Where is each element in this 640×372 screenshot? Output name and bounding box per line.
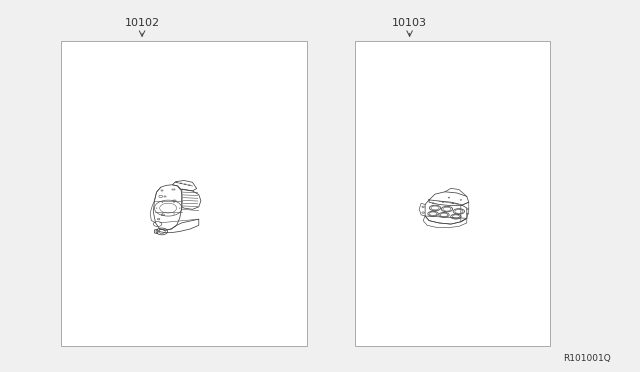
Bar xyxy=(164,196,166,197)
Bar xyxy=(355,41,550,346)
Circle shape xyxy=(179,208,180,209)
Text: 10103: 10103 xyxy=(392,18,427,28)
Circle shape xyxy=(173,202,175,203)
Bar xyxy=(172,189,175,190)
Bar xyxy=(173,200,176,201)
Text: R101001Q: R101001Q xyxy=(563,354,611,363)
Text: 10102: 10102 xyxy=(125,18,159,28)
Bar xyxy=(161,190,163,191)
Bar xyxy=(61,41,307,346)
Circle shape xyxy=(162,202,163,203)
Circle shape xyxy=(156,208,157,209)
